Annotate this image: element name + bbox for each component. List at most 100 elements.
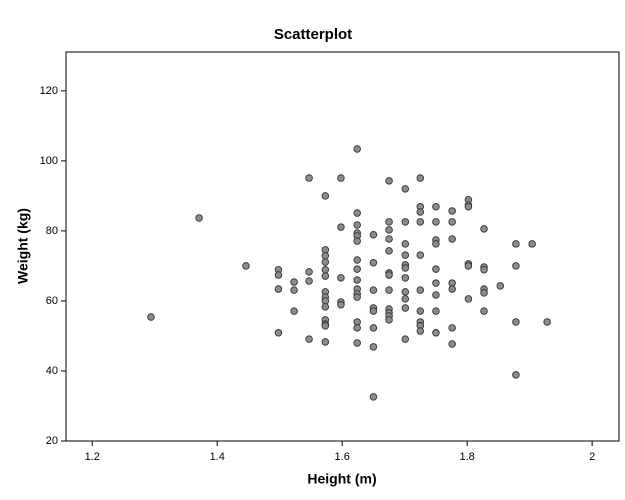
point [448,340,456,348]
point [416,174,425,182]
point [369,307,378,315]
point [353,256,361,264]
point [496,282,505,290]
point [290,307,298,315]
point [448,218,456,226]
point [401,288,410,296]
point [321,192,330,200]
point [385,218,393,226]
point [321,272,330,280]
point [432,329,440,337]
point [401,335,410,343]
point [369,231,378,239]
x-tick-label: 1.2 [85,451,100,463]
point [385,286,393,294]
point [321,322,330,330]
point [353,293,361,301]
point [385,316,393,324]
point [464,295,473,303]
point [416,327,425,335]
point [353,221,361,229]
point [432,240,440,248]
point [290,286,298,294]
point [432,265,440,273]
x-tick-label: 1.8 [460,451,475,463]
point [432,203,440,211]
point [321,338,330,346]
point [385,226,393,234]
point [432,279,440,287]
point [353,265,361,273]
point [416,251,425,259]
point [464,262,473,270]
point [448,324,456,332]
point [401,304,410,312]
point [416,208,425,216]
point [353,276,361,284]
chart-title: Scatterplot [274,26,352,43]
y-tick-label: 100 [40,155,58,167]
point [337,301,345,309]
point [305,268,313,276]
x-axis-title: Height (m) [307,471,376,487]
x-tick-label: 1.6 [335,451,350,463]
point [416,286,425,294]
point [432,307,440,315]
y-tick-label: 60 [46,295,58,307]
point [432,291,440,299]
point [448,207,456,215]
point [337,274,345,282]
y-axis-title: Weight (kg) [15,208,31,284]
point [512,371,520,379]
point [305,174,313,182]
y-tick-label: 40 [46,365,58,377]
point [290,278,298,286]
point [385,247,393,255]
point [385,235,393,243]
x-tick-label: 2 [589,451,595,463]
point [369,393,378,401]
point [401,295,410,303]
point [242,262,250,270]
point [401,264,410,272]
y-tick-label: 80 [46,225,58,237]
point [321,266,330,274]
point [480,225,488,233]
point [432,218,440,226]
point [464,203,473,211]
point [321,252,330,260]
point [305,277,313,285]
point [369,259,378,267]
point [274,271,283,279]
point [385,177,393,185]
point [401,185,410,193]
point [321,303,330,311]
point [448,285,456,293]
point [353,145,361,153]
point [480,307,488,315]
point [480,266,488,274]
point [416,218,425,226]
point [337,223,345,231]
point [543,318,551,326]
x-tick-label: 1.4 [210,451,225,463]
point [512,318,520,326]
point [401,251,410,259]
point [401,218,410,226]
point [369,286,378,294]
point [369,324,378,332]
point [480,289,488,297]
point [401,240,410,248]
point [401,274,410,282]
point [147,313,155,321]
point [385,271,393,279]
point [512,240,520,248]
point [305,335,313,343]
point [416,307,425,315]
point [353,237,361,245]
y-tick-label: 20 [46,435,58,447]
point [528,240,536,248]
